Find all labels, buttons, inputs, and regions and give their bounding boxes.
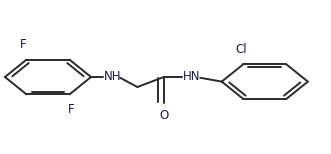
Text: O: O [160, 109, 169, 122]
Text: NH: NH [104, 70, 121, 83]
Text: Cl: Cl [236, 43, 248, 56]
Text: HN: HN [183, 70, 200, 83]
Text: F: F [68, 103, 74, 116]
Text: F: F [20, 38, 26, 51]
